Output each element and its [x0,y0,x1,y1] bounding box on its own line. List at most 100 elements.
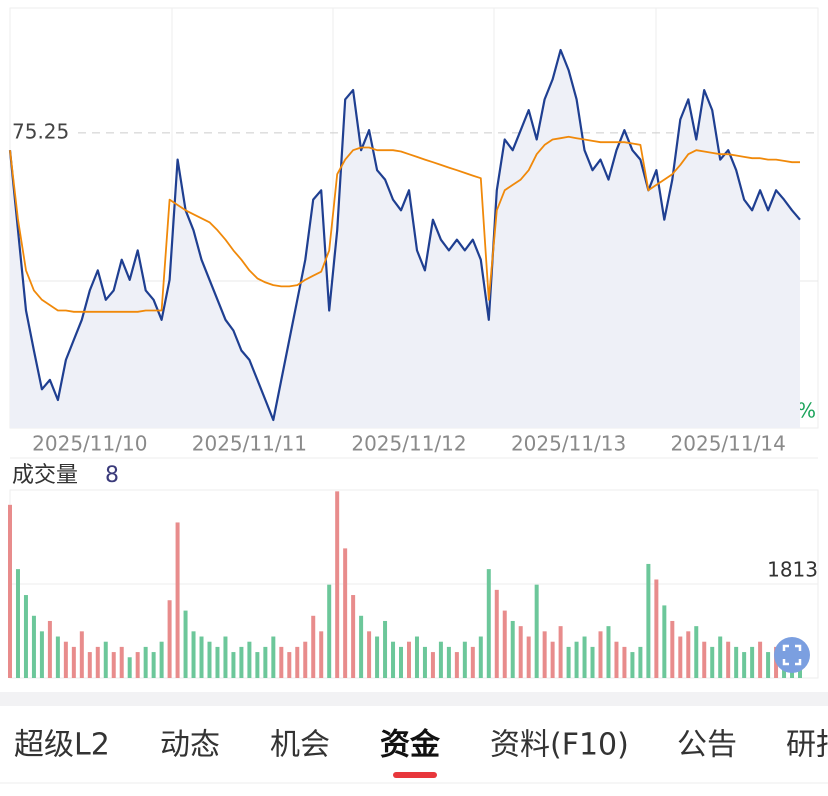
volume-bar [550,641,555,678]
volume-title: 成交量 [12,463,78,488]
tab[interactable]: 公告 [677,728,737,763]
volume-bar [486,569,491,678]
volume-bar [247,641,252,678]
volume-bar [518,626,523,678]
x-tick-label: 2025/11/12 [351,432,466,456]
volume-bar [327,584,332,678]
volume-bar [55,636,60,678]
volume-bar [263,646,268,678]
volume-bar [406,641,411,678]
volume-bar [319,631,324,678]
volume-bar [239,646,244,678]
volume-bar [654,579,659,678]
volume-bar [470,646,475,678]
tab[interactable]: 机会 [270,728,330,763]
volume-bar [510,620,515,678]
volume-bar [574,641,579,678]
x-tick-label: 2025/11/11 [192,432,307,456]
volume-bar [446,646,451,678]
volume-bar [414,636,419,678]
volume-bar [526,636,531,678]
volume-bar [255,652,260,678]
volume-bar [295,646,300,678]
volume-bar [454,652,459,678]
volume-bar [399,646,404,678]
y-tick-label: 75.25 [12,119,69,143]
tab[interactable]: 资金 [380,728,441,763]
volume-bar [311,615,316,678]
tab[interactable]: 研报 [786,728,828,763]
volume-bar [582,636,587,678]
volume-bar [678,636,683,678]
volume-bar [183,610,188,678]
volume-bar [606,626,611,678]
volume-bar [702,641,707,678]
price-chart: 75.2573.04-2.94%2025/11/102025/11/112025… [8,48,818,456]
tab[interactable]: 超级L2 [14,728,110,763]
volume-bar [151,652,156,678]
volume-bar [766,652,771,678]
volume-bar [710,646,715,678]
volume-bar [438,641,443,678]
average-line [9,135,800,313]
volume-bar [39,631,44,678]
volume-bar [23,595,28,678]
volume-bar [590,646,595,678]
volume-bar [303,641,308,678]
volume-bar [15,569,20,678]
volume-bar [558,626,563,678]
volume-bar [758,641,763,678]
volume-bar [614,641,619,678]
volume-bar [71,646,76,678]
volume-bar [646,563,651,678]
volume-bar [47,620,52,678]
volume-bar [31,615,36,678]
fullscreen-button[interactable] [774,637,810,673]
volume-bar [87,652,92,678]
x-tick-label: 2025/11/14 [671,432,786,456]
volume-bar [231,652,236,678]
volume-bar [191,631,196,678]
tab[interactable]: 资料(F10) [490,728,629,763]
volume-bar [375,636,380,678]
volume-bar [143,646,148,678]
y-tick-label: 1813 [767,558,818,582]
tab[interactable]: 动态 [160,728,220,763]
volume-bar [430,652,435,678]
volume-bar [670,620,675,678]
volume-bar [534,584,539,678]
volume-bar [335,491,340,678]
volume-bar [159,641,164,678]
volume-bar [422,646,427,678]
volume-bar [223,636,228,678]
volume-bar [127,657,132,678]
volume-bar [662,605,667,678]
volume-bar [494,589,499,678]
volume-bar [367,631,372,678]
volume-bar [630,652,635,678]
volume-bar [718,636,723,678]
volume-bar [750,646,755,678]
divider-band [0,692,828,706]
volume-bar [119,646,124,678]
tab-bar: 超级L2 动态 机会 资金 资料(F10) 公告 研报 [14,728,828,778]
volume-bar [542,631,547,678]
volume-bar [103,641,108,678]
volume-bar [638,646,643,678]
volume-bar [111,652,116,678]
volume-bar [686,631,691,678]
price-area [10,50,800,428]
volume-bar [351,595,356,678]
volume-bar [742,652,747,678]
volume-bar [95,646,100,678]
price-line [8,48,801,422]
volume-value: 8 [105,463,119,488]
volume-bar [199,636,204,678]
volume-chart: 1813 [8,491,818,678]
volume-bar [502,610,507,678]
volume-bar [566,646,571,678]
volume-bar [79,631,84,678]
x-tick-label: 2025/11/10 [32,432,147,456]
volume-bar [279,646,284,678]
